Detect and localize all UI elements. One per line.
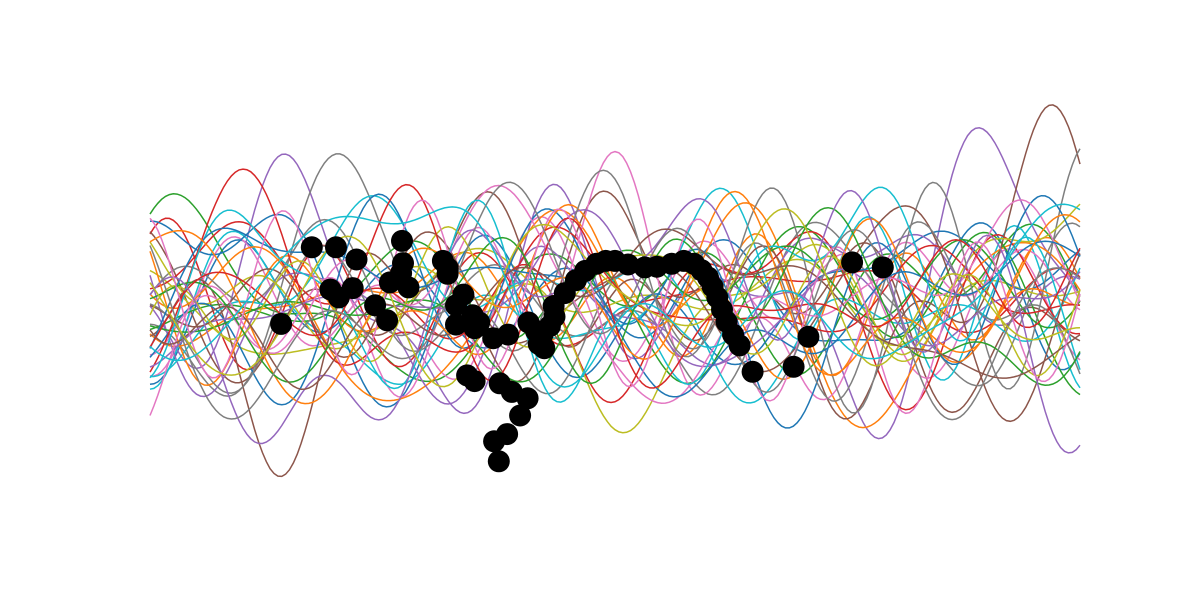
observation-point-67 [872, 256, 894, 278]
sample-lines-layer [150, 105, 1080, 477]
observation-point-17 [437, 263, 459, 285]
observation-point-41 [488, 450, 510, 472]
observation-point-64 [783, 356, 805, 378]
observation-point-1 [270, 313, 292, 335]
observation-point-65 [797, 326, 819, 348]
observation-point-62 [729, 334, 751, 356]
observation-point-4 [346, 249, 368, 271]
observation-point-2 [301, 236, 323, 258]
observation-point-10 [391, 230, 413, 252]
observation-point-9 [376, 309, 398, 331]
observation-point-38 [509, 405, 531, 427]
observation-point-66 [841, 251, 863, 273]
observation-point-13 [379, 271, 401, 293]
observation-point-32 [533, 337, 555, 359]
observation-point-25 [497, 324, 519, 346]
observation-point-63 [742, 361, 764, 383]
observation-point-7 [342, 277, 364, 299]
observation-point-3 [325, 236, 347, 258]
sample-line-16 [150, 105, 1080, 477]
observation-point-34 [464, 370, 486, 392]
observation-point-40 [483, 430, 505, 452]
observation-point-14 [398, 276, 420, 298]
